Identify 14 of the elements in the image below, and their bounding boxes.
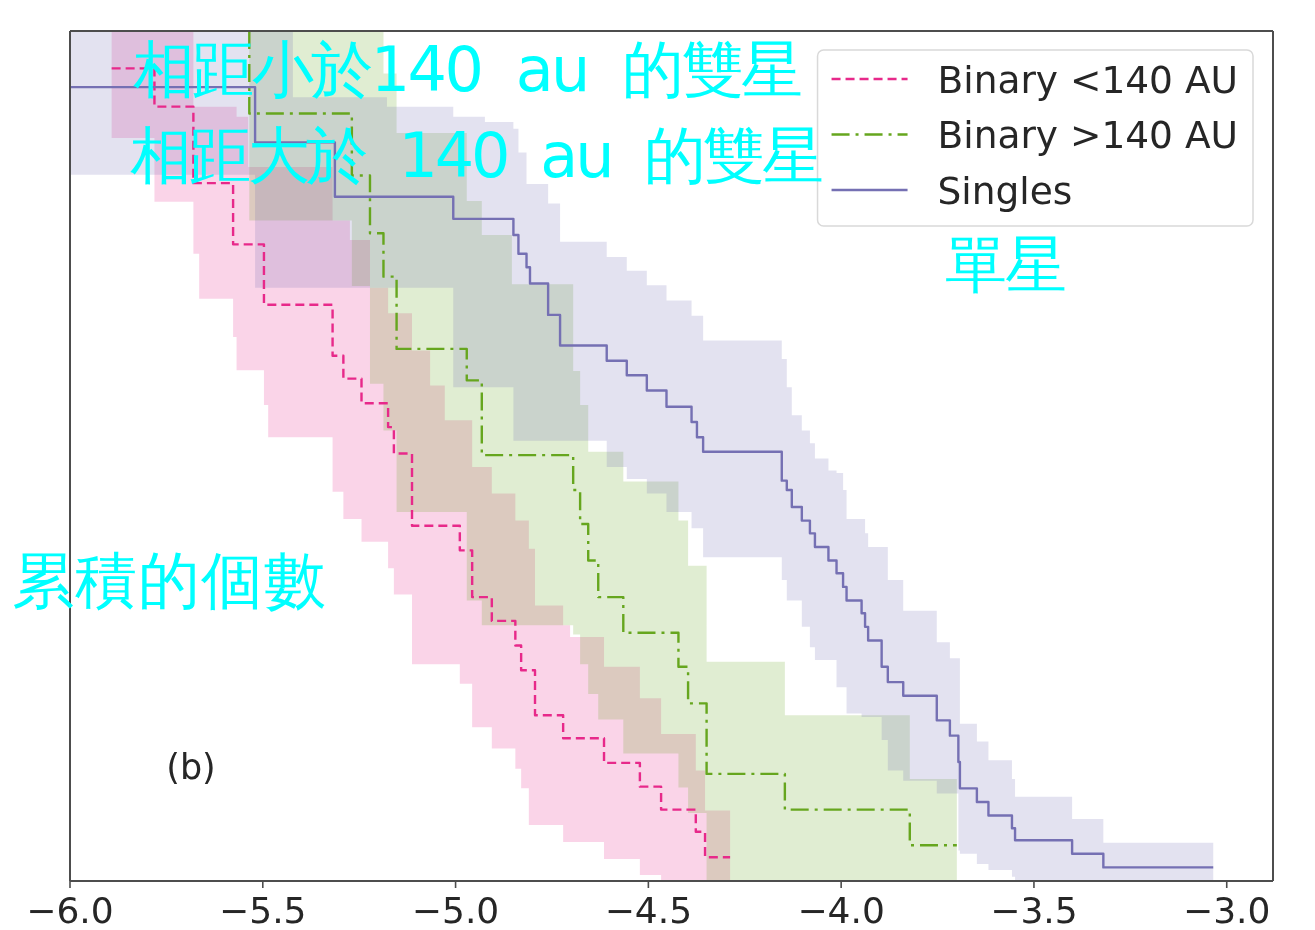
annotation: 單星 [945,228,1067,301]
legend-label: Binary >140 AU [937,113,1238,157]
legend-label: Singles [937,168,1073,213]
annotation: 相距大於 140 au 的雙星 [130,119,824,192]
x-tick-label: −3.0 [1183,890,1271,930]
annotation: 相距小於140 au 的雙星 [133,33,803,106]
x-tick-label: −4.5 [604,890,693,930]
x-tick-label: −3.5 [990,890,1078,930]
x-tick-label: −6.0 [26,890,114,930]
x-tick-label: −5.5 [219,890,307,930]
x-tick-label: −4.0 [797,890,885,930]
annotation: (b) [166,747,216,787]
legend-label: Binary <140 AU [937,57,1238,102]
x-tick-label: −5.0 [411,890,500,930]
